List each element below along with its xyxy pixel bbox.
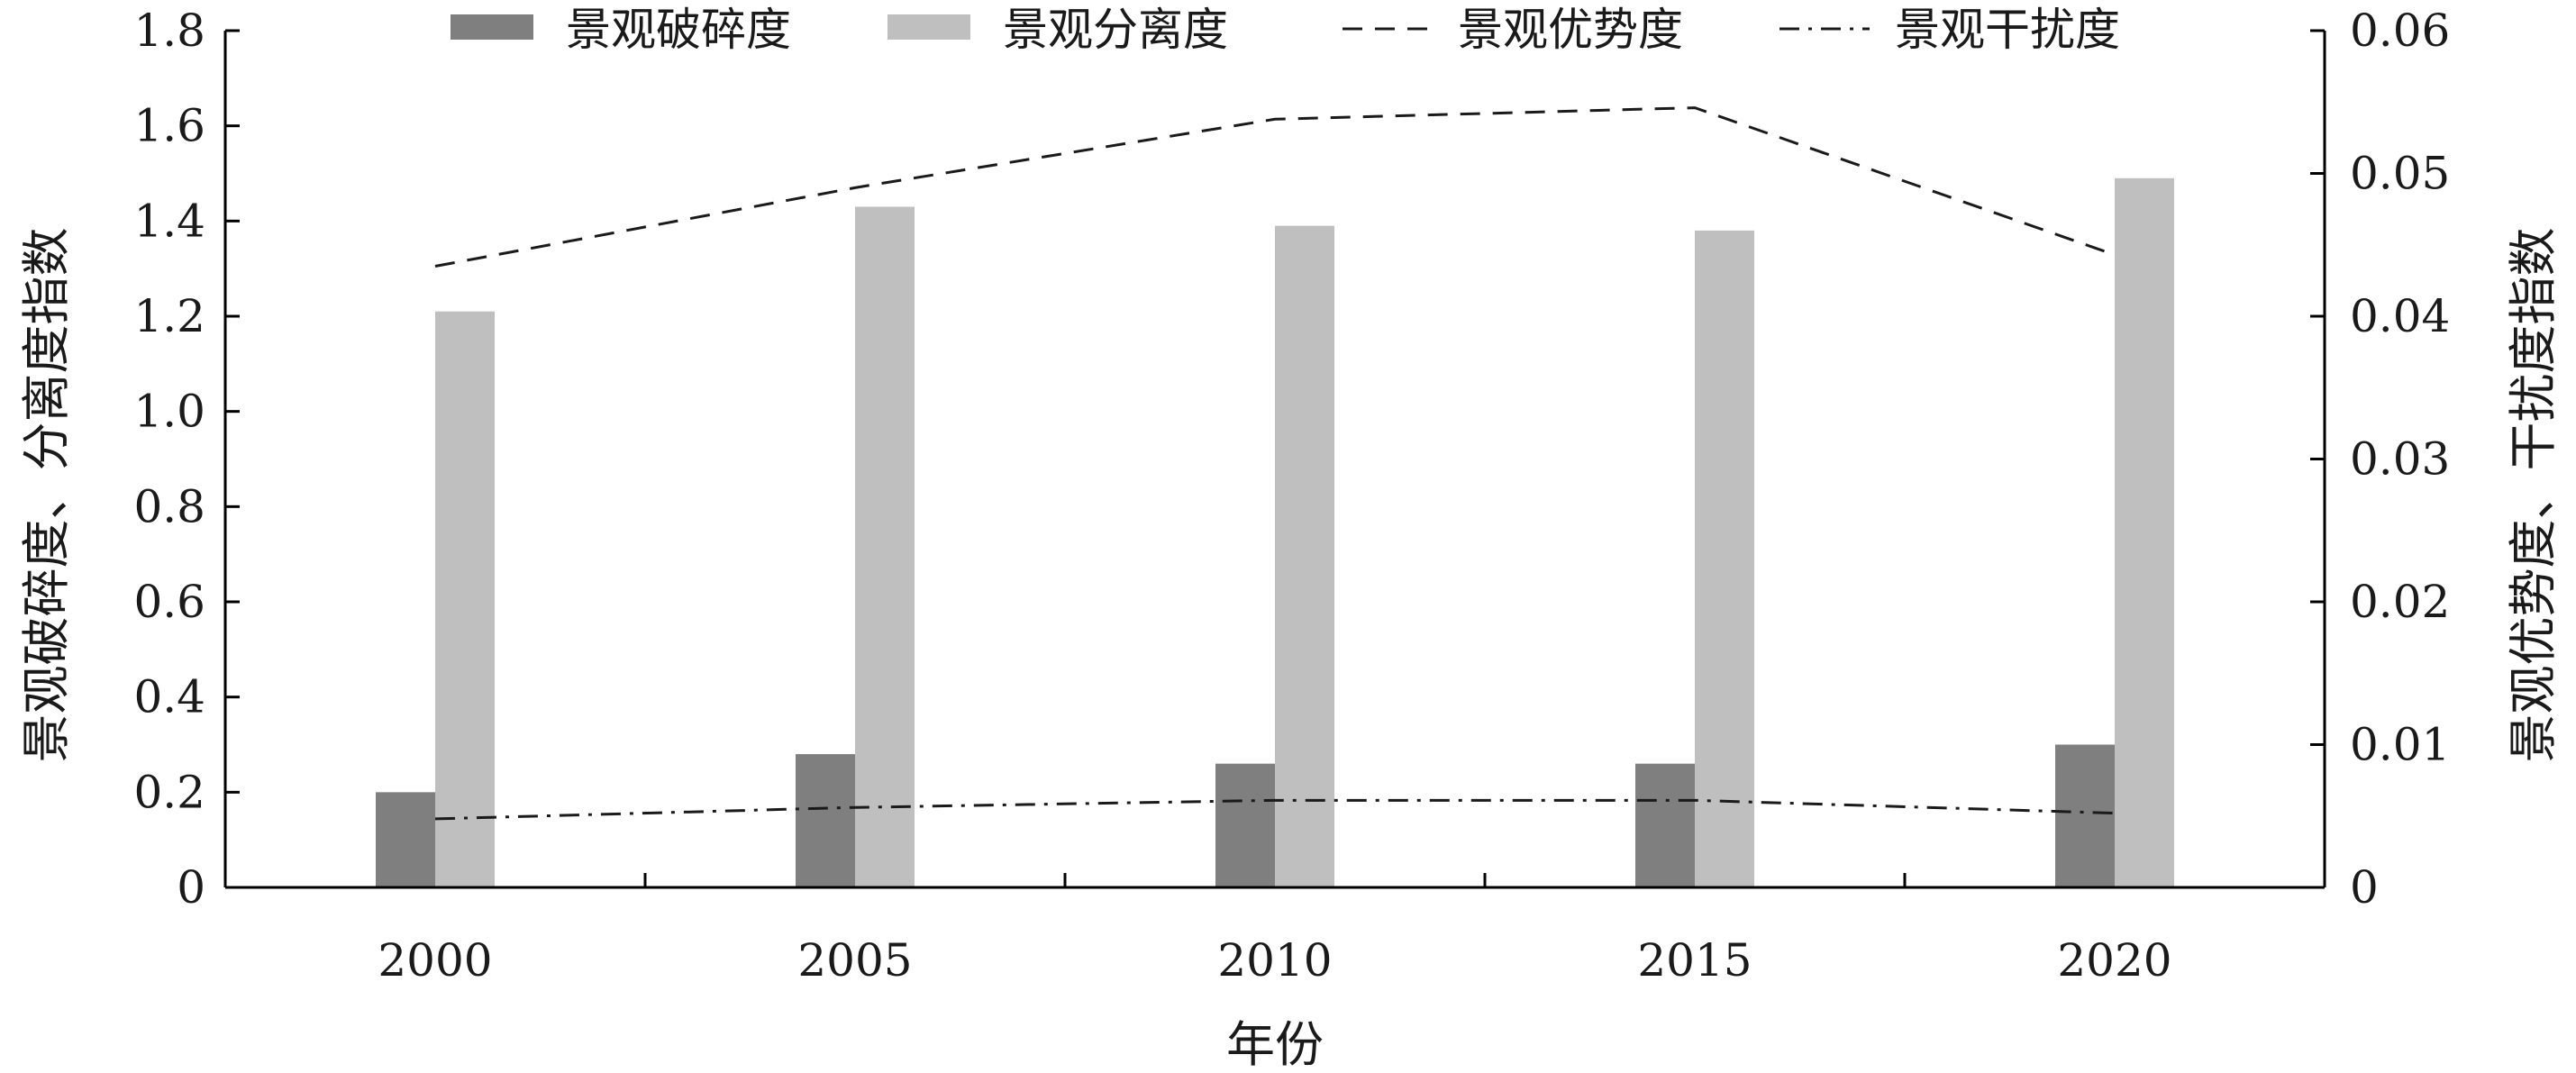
- y-right-tick-label-0.04: 0.04: [2350, 290, 2450, 342]
- x-tick-label-2010: 2010: [1217, 934, 1332, 987]
- bar-景观分离度-2020: [2115, 177, 2174, 888]
- y-left-tick-label-0.4: 0.4: [133, 671, 205, 723]
- y-right-tick-label-0.05: 0.05: [2350, 148, 2450, 200]
- legend-label-景观优势度: 景观优势度: [1458, 4, 1683, 56]
- y-right-tick-label-0.03: 0.03: [2350, 433, 2450, 486]
- x-tick-label-2015: 2015: [1637, 934, 1752, 987]
- legend: 景观破碎度 景观分离度 景观优势度 景观干扰度: [451, 4, 2120, 56]
- x-tick-label-2020: 2020: [2057, 934, 2171, 987]
- bar-景观分离度-2010: [1275, 225, 1334, 887]
- y-right-tick-label-0: 0: [2350, 861, 2379, 914]
- x-tick-label-2005: 2005: [797, 934, 912, 987]
- y-axis-left-title: 景观破碎度、分离度指数: [18, 228, 75, 763]
- bar-景观破碎度-2010: [1215, 763, 1275, 887]
- y-left-tick-label-1.4: 1.4: [133, 195, 205, 247]
- ticks-layer: 0 0.2 0.4 0.6 0.8 1.0 1.2 1.4 1.6 1.8 0 0.01 0.02 0.0…: [133, 5, 2450, 987]
- y-left-tick-label-1.2: 1.2: [133, 290, 205, 342]
- legend-label-景观干扰度: 景观干扰度: [1895, 4, 2120, 56]
- x-axis-title: 年份: [1226, 1016, 1324, 1073]
- bar-景观破碎度-2020: [2055, 744, 2115, 887]
- legend-label-景观破碎度: 景观破碎度: [566, 4, 791, 56]
- x-tick-label-2000: 2000: [378, 934, 492, 987]
- bar-景观破碎度-2005: [796, 754, 855, 887]
- y-left-tick-label-1.8: 1.8: [133, 5, 205, 57]
- y-left-tick-label-0: 0: [177, 861, 205, 914]
- bars-layer: [376, 177, 2174, 888]
- legend-swatch-景观破碎度: [451, 14, 533, 40]
- bar-景观分离度-2000: [435, 311, 495, 887]
- y-right-tick-label-0.06: 0.06: [2350, 5, 2450, 57]
- bar-景观分离度-2005: [855, 206, 915, 887]
- bar-景观分离度-2015: [1695, 230, 1754, 887]
- bar-景观破碎度-2015: [1635, 763, 1695, 887]
- y-right-tick-label-0.01: 0.01: [2350, 719, 2450, 771]
- y-left-tick-label-0.2: 0.2: [133, 766, 205, 818]
- y-left-tick-label-0.8: 0.8: [133, 480, 205, 532]
- y-left-tick-label-1.6: 1.6: [133, 100, 205, 152]
- bar-景观破碎度-2000: [376, 792, 435, 887]
- y-left-tick-label-0.6: 0.6: [133, 576, 205, 628]
- legend-swatch-景观分离度: [887, 14, 970, 40]
- y-axis-right-title: 景观优势度、干扰度指数: [2505, 228, 2562, 763]
- lines-layer: [434, 106, 2116, 821]
- legend-label-景观分离度: 景观分离度: [1003, 4, 1228, 56]
- y-right-tick-label-0.02: 0.02: [2350, 576, 2450, 628]
- y-left-tick-label-1.0: 1.0: [133, 386, 205, 438]
